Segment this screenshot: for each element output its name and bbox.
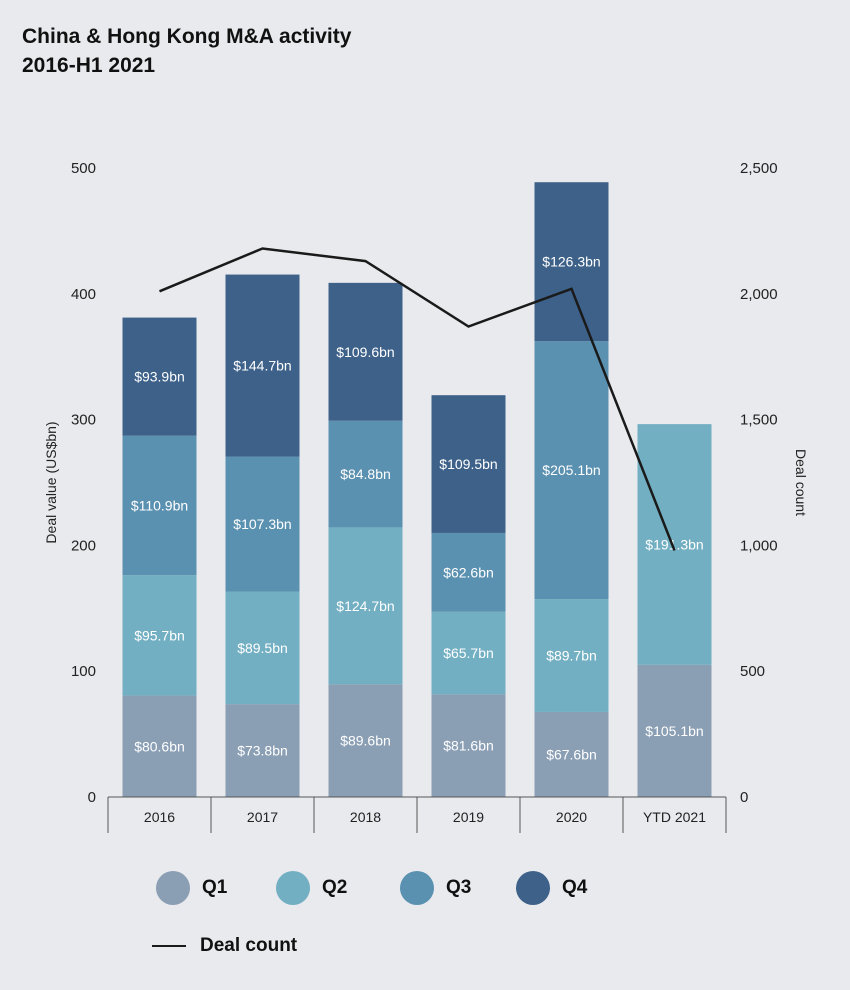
data-label-q2-3: $65.7bn [443,645,494,661]
data-label-q3-3: $62.6bn [443,564,494,580]
chart-title-line2: 2016-H1 2021 [22,54,156,77]
chart-title-line1: China & Hong Kong M&A activity [22,25,352,48]
x-tick-label-2: 2018 [350,809,381,825]
bar-q1-4 [534,711,609,797]
y2-tick-label-1: 500 [740,663,765,680]
bar-q2-0 [122,575,197,696]
data-label-q2-2: $124.7bn [336,598,394,614]
bar-q2-1 [225,591,300,705]
data-label-q1-1: $73.8bn [237,743,288,759]
data-label-q4-0: $93.9bn [134,369,185,385]
data-label-q3-2: $84.8bn [340,466,391,482]
bar-q4-1 [225,274,300,457]
data-label-q3-1: $107.3bn [233,516,291,532]
x-tick-label-0: 2016 [144,809,175,825]
data-label-q1-4: $67.6bn [546,746,597,762]
bar-q3-3 [431,532,506,612]
data-label-q1-5: $105.1bn [645,723,703,739]
x-tick-label-5: YTD 2021 [643,809,706,825]
y2-tick-label-0: 0 [740,789,748,806]
bar-q4-2 [328,282,403,421]
bar-q3-4 [534,341,609,600]
legend-item-deal-count: Deal count [152,935,297,957]
data-label-q2-1: $89.5bn [237,640,288,656]
bar-q1-0 [122,695,197,797]
bar-q3-0 [122,435,197,576]
bar-q1-5 [637,664,712,797]
deal-count-line [159,247,676,551]
bar-q3-1 [225,456,300,592]
data-label-q2-0: $95.7bn [134,627,185,643]
y2-tick-label-4: 2,000 [740,286,778,303]
data-label-q1-3: $81.6bn [443,738,494,754]
y-tick-label-0: 0 [88,789,96,806]
legend-swatch-q3 [400,871,434,905]
y-axis-title: Deal value (US$bn) [43,421,59,543]
legend-swatch-q1 [156,871,190,905]
chart-title: China & Hong Kong M&A activity 2016-H1 2… [22,22,351,80]
bar-q2-3 [431,611,506,695]
x-tick-label-4: 2020 [556,809,587,825]
data-label-q4-3: $109.5bn [439,456,497,472]
legend-swatch-q4 [516,871,550,905]
data-label-q4-1: $144.7bn [233,358,291,374]
bar-q1-1 [225,704,300,797]
legend-item-q4: Q4 [516,871,587,905]
data-label-q4-4: $126.3bn [542,254,600,270]
data-label-q2-4: $89.7bn [546,648,597,664]
legend-swatch-q2 [276,871,310,905]
bar-q4-0 [122,317,197,436]
y-tick-label-3: 300 [71,412,96,429]
data-label-q2-5: $191.3bn [645,536,703,552]
legend-label-deal-count: Deal count [200,935,298,956]
bar-q4-4 [534,182,609,342]
bar-q4-3 [431,395,506,533]
legend-label-q1: Q1 [202,877,228,898]
y-tick-label-2: 200 [71,537,96,554]
data-label-q4-2: $109.6bn [336,344,394,360]
bar-q2-5 [637,424,712,665]
data-label-q3-4: $205.1bn [542,462,600,478]
bar-q2-2 [328,527,403,685]
legend-item-q3: Q3 [400,871,471,905]
legend-item-q2: Q2 [276,871,347,905]
y2-axis-title: Deal count [793,449,809,516]
legend-label-q2: Q2 [322,877,348,898]
legend-item-q1: Q1 [156,871,227,905]
data-label-q1-0: $80.6bn [134,738,185,754]
bar-q1-2 [328,684,403,797]
legend-label-q3: Q3 [446,877,472,898]
legend-swatch-deal-count [152,945,186,947]
legend-label-q4: Q4 [562,877,588,898]
y-tick-label-1: 100 [71,663,96,680]
bar-q1-3 [431,694,506,797]
bar-q3-2 [328,420,403,528]
x-tick-label-3: 2019 [453,809,484,825]
data-label-q1-2: $89.6bn [340,733,391,749]
data-label-q3-0: $110.9bn [131,497,188,513]
x-tick-label-1: 2017 [247,809,278,825]
bar-q2-4 [534,599,609,712]
y2-tick-label-2: 1,000 [740,537,778,554]
y-tick-label-5: 500 [71,160,96,177]
y-tick-label-4: 400 [71,286,96,303]
y2-tick-label-3: 1,500 [740,412,778,429]
y2-tick-label-5: 2,500 [740,160,778,177]
